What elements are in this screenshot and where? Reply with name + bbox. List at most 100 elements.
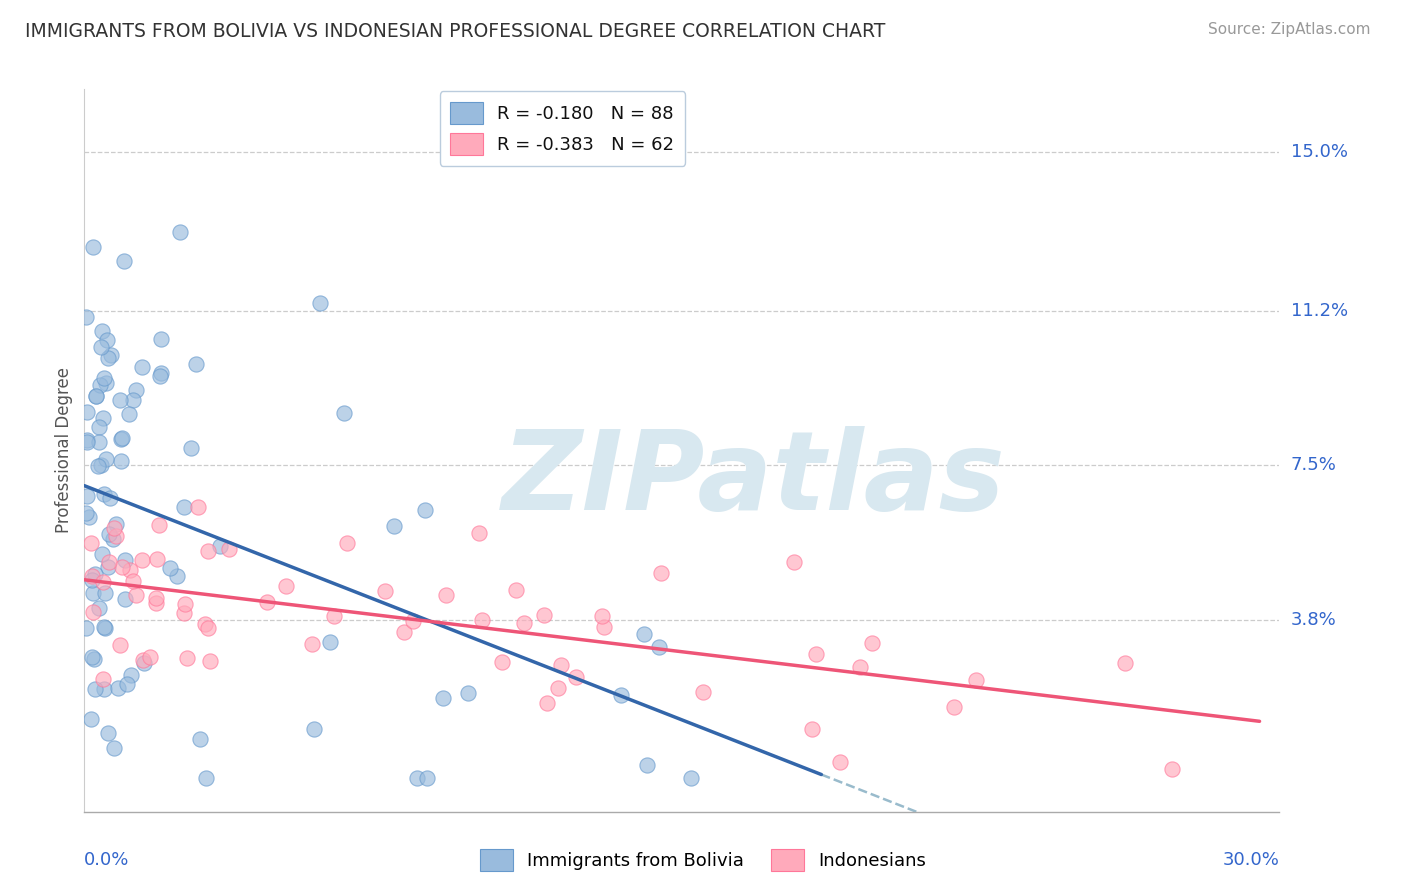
Point (82, 605, 104, 619)
Point (550, 657, 572, 672)
Point (187, 500, 209, 515)
Point (195, 772, 218, 786)
Point (91, 574, 114, 589)
Point (103, 521, 125, 535)
Point (319, 634, 342, 648)
Text: 15.0%: 15.0% (1291, 143, 1347, 161)
Point (194, 616, 217, 631)
Point (80, 712, 103, 726)
Text: 11.2%: 11.2% (1291, 301, 1348, 319)
Point (804, 647, 827, 661)
Point (180, 441, 202, 455)
Point (149, 332, 172, 346)
Text: 3.8%: 3.8% (1291, 611, 1336, 629)
Legend: R = -0.180   N = 88, R = -0.383   N = 62: R = -0.180 N = 88, R = -0.383 N = 62 (440, 91, 685, 166)
Point (166, 568, 188, 582)
Point (131, 653, 153, 667)
Point (471, 613, 494, 627)
Point (415, 503, 437, 517)
Point (80, 569, 103, 583)
Point (256, 595, 278, 609)
Point (76, 489, 98, 503)
Point (405, 772, 427, 786)
Point (134, 656, 156, 670)
Point (679, 772, 702, 786)
Point (75, 310, 97, 324)
Point (302, 723, 325, 737)
Point (125, 383, 148, 397)
Point (633, 627, 655, 641)
Point (93, 681, 115, 696)
Point (536, 697, 558, 711)
Point (76, 405, 98, 419)
Point (90, 340, 112, 354)
Legend: Immigrants from Bolivia, Indonesians: Immigrants from Bolivia, Indonesians (472, 842, 934, 879)
Text: Source: ZipAtlas.com: Source: ZipAtlas.com (1208, 22, 1371, 37)
Point (75, 506, 97, 520)
Point (104, 529, 127, 543)
Point (112, 253, 135, 268)
Point (93, 621, 115, 635)
Point (149, 366, 172, 380)
Point (565, 670, 588, 684)
Point (103, 740, 125, 755)
Point (96, 376, 118, 391)
Point (159, 561, 181, 575)
Point (121, 392, 143, 407)
Point (942, 699, 965, 714)
Point (335, 535, 357, 549)
Point (468, 526, 491, 541)
Point (97, 726, 120, 740)
Point (394, 624, 416, 639)
Point (591, 608, 613, 623)
Point (830, 755, 852, 769)
Point (197, 621, 219, 635)
Point (84, 567, 107, 582)
Point (122, 574, 145, 588)
Point (97, 555, 120, 569)
Point (783, 555, 806, 569)
Point (91, 324, 114, 338)
Point (1114, 656, 1136, 670)
Point (93, 620, 115, 634)
Point (184, 357, 207, 371)
Point (114, 591, 136, 606)
Point (117, 677, 139, 691)
Point (120, 668, 142, 682)
Point (91, 672, 114, 686)
Point (218, 542, 240, 557)
Text: 30.0%: 30.0% (1223, 851, 1279, 869)
Point (105, 517, 128, 532)
Point (648, 640, 671, 654)
Point (90, 458, 112, 473)
Point (131, 360, 153, 375)
Point (87, 435, 110, 450)
Point (197, 544, 219, 558)
Text: 0.0%: 0.0% (84, 851, 129, 869)
Point (374, 583, 396, 598)
Point (93, 487, 115, 501)
Point (432, 691, 454, 706)
Point (505, 582, 527, 597)
Point (80, 536, 103, 550)
Point (692, 684, 714, 698)
Point (610, 688, 633, 702)
Point (98, 491, 121, 505)
Point (94, 586, 117, 600)
Point (188, 731, 211, 746)
Point (83, 652, 105, 666)
Text: IMMIGRANTS FROM BOLIVIA VS INDONESIAN PROFESSIONAL DEGREE CORRELATION CHART: IMMIGRANTS FROM BOLIVIA VS INDONESIAN PR… (25, 22, 886, 41)
Point (101, 532, 124, 546)
Point (636, 757, 658, 772)
Point (120, 563, 142, 577)
Point (108, 638, 131, 652)
Point (80, 650, 103, 665)
Point (91, 411, 114, 425)
Point (862, 636, 884, 650)
Point (75, 621, 97, 635)
Point (86, 389, 108, 403)
Point (146, 552, 169, 566)
Point (308, 296, 330, 310)
Point (108, 392, 131, 407)
Point (274, 579, 297, 593)
